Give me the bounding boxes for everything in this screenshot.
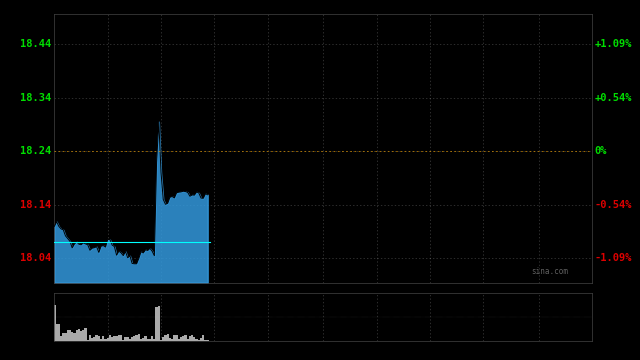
- Bar: [56, 324, 58, 341]
- Bar: [67, 330, 69, 341]
- Bar: [189, 336, 191, 341]
- Bar: [180, 337, 182, 341]
- Text: 18.24: 18.24: [20, 146, 52, 156]
- Bar: [60, 336, 62, 341]
- Text: -0.54%: -0.54%: [595, 200, 632, 210]
- Bar: [156, 307, 157, 341]
- Bar: [193, 337, 195, 341]
- Bar: [89, 335, 91, 341]
- Bar: [127, 337, 129, 341]
- Bar: [138, 334, 140, 341]
- Bar: [107, 338, 109, 341]
- Text: 18.04: 18.04: [20, 253, 52, 264]
- Bar: [131, 337, 133, 341]
- Bar: [151, 337, 153, 341]
- Bar: [93, 337, 95, 341]
- Bar: [173, 335, 175, 341]
- Bar: [157, 306, 160, 341]
- Bar: [166, 334, 169, 341]
- Bar: [84, 328, 86, 341]
- Bar: [82, 330, 84, 341]
- Bar: [115, 336, 118, 341]
- Bar: [164, 335, 166, 341]
- Text: sina.com: sina.com: [531, 267, 568, 276]
- Bar: [102, 336, 104, 341]
- Bar: [204, 339, 207, 341]
- Text: +1.09%: +1.09%: [595, 39, 632, 49]
- Bar: [175, 334, 178, 341]
- Bar: [111, 337, 113, 341]
- Bar: [153, 339, 156, 341]
- Bar: [149, 338, 151, 341]
- Bar: [80, 331, 82, 341]
- Bar: [91, 338, 93, 341]
- Bar: [169, 338, 171, 341]
- Bar: [147, 339, 149, 341]
- Bar: [118, 335, 120, 341]
- Text: 18.34: 18.34: [20, 93, 52, 103]
- Bar: [182, 336, 184, 341]
- Bar: [86, 339, 89, 341]
- Bar: [120, 336, 122, 341]
- Text: 0%: 0%: [595, 146, 607, 156]
- Bar: [202, 335, 204, 341]
- Bar: [53, 305, 56, 341]
- Bar: [162, 337, 164, 341]
- Bar: [104, 339, 107, 341]
- Text: 18.44: 18.44: [20, 39, 52, 49]
- Text: -1.09%: -1.09%: [595, 253, 632, 264]
- Bar: [74, 333, 76, 341]
- Bar: [98, 336, 100, 341]
- Bar: [145, 336, 147, 341]
- Bar: [69, 330, 71, 341]
- Bar: [65, 333, 67, 341]
- Bar: [58, 324, 60, 341]
- Bar: [113, 336, 115, 341]
- Bar: [95, 335, 98, 341]
- Bar: [187, 339, 189, 341]
- Bar: [71, 332, 74, 341]
- Bar: [160, 339, 162, 341]
- Bar: [191, 335, 193, 341]
- Bar: [62, 333, 65, 341]
- Text: 18.14: 18.14: [20, 200, 52, 210]
- Bar: [136, 335, 138, 341]
- Bar: [171, 339, 173, 341]
- Bar: [122, 340, 124, 341]
- Bar: [198, 339, 200, 341]
- Bar: [195, 339, 198, 341]
- Bar: [178, 339, 180, 341]
- Bar: [77, 329, 80, 341]
- Bar: [100, 339, 102, 341]
- Bar: [109, 335, 111, 341]
- Text: +0.54%: +0.54%: [595, 93, 632, 103]
- Bar: [124, 337, 127, 341]
- Bar: [207, 340, 209, 341]
- Bar: [129, 339, 131, 341]
- Bar: [142, 338, 145, 341]
- Bar: [200, 338, 202, 341]
- Bar: [184, 335, 187, 341]
- Bar: [133, 336, 136, 341]
- Bar: [140, 339, 142, 341]
- Bar: [76, 330, 77, 341]
